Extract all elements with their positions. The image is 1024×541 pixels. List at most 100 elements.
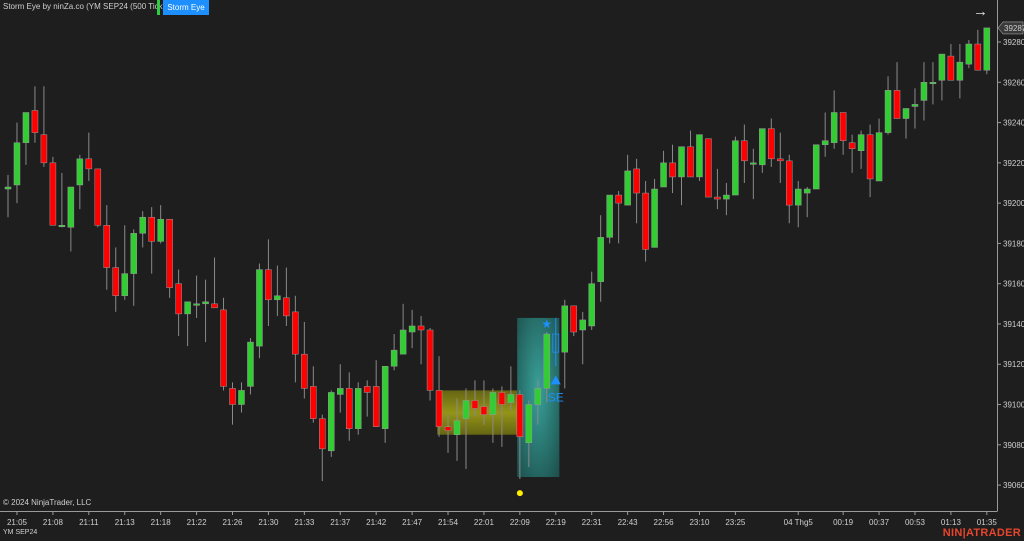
y-tick-label: 39280 xyxy=(1003,38,1024,47)
x-tick-label: 21:11 xyxy=(79,518,99,527)
x-tick-label: 00:37 xyxy=(869,518,890,527)
candle xyxy=(22,112,30,165)
candle-body xyxy=(85,158,93,170)
x-tick-label: 01:13 xyxy=(941,518,962,527)
candle-body xyxy=(606,194,613,238)
candle xyxy=(588,271,595,331)
candle-body xyxy=(498,392,506,405)
candle xyxy=(839,112,847,155)
candle-body xyxy=(238,390,245,405)
candle xyxy=(274,265,281,316)
candle-body xyxy=(148,216,155,242)
candle xyxy=(103,205,111,290)
candle xyxy=(687,130,694,178)
candle-body xyxy=(525,404,533,444)
candle xyxy=(579,311,586,365)
candle xyxy=(893,62,901,119)
candle xyxy=(67,186,75,252)
candle-body xyxy=(705,138,712,198)
candle-body xyxy=(193,303,200,306)
candle-body xyxy=(345,388,353,429)
candle xyxy=(875,118,883,182)
candle xyxy=(319,414,326,482)
candle xyxy=(561,299,569,389)
candle-body xyxy=(983,27,991,71)
candle-body xyxy=(507,394,515,403)
candle xyxy=(543,332,551,403)
candle xyxy=(507,366,515,411)
candle xyxy=(283,267,290,326)
candle xyxy=(848,134,856,173)
candle-body xyxy=(229,388,236,405)
candle-body xyxy=(444,426,452,431)
candle-body xyxy=(471,400,479,409)
candle-body xyxy=(76,158,84,186)
candle-body xyxy=(579,319,586,331)
candle xyxy=(705,138,712,198)
copyright-text: © 2024 NinjaTrader, LLC xyxy=(3,498,92,507)
candle-body xyxy=(929,82,937,85)
x-tick-label: 01:35 xyxy=(977,518,998,527)
candle-body xyxy=(58,225,66,228)
x-tick-label: 00:53 xyxy=(905,518,926,527)
candle-body xyxy=(678,146,685,178)
candle xyxy=(265,239,272,326)
candle xyxy=(920,62,928,121)
storm-eye-button[interactable]: Storm Eye xyxy=(163,0,209,15)
candle xyxy=(193,275,200,318)
arrow-right-icon[interactable]: → xyxy=(973,3,988,20)
candle-body xyxy=(696,134,703,178)
x-tick-label: 23:10 xyxy=(689,518,710,527)
candle xyxy=(372,360,380,427)
candle-body xyxy=(49,162,57,226)
candle-body xyxy=(669,162,676,178)
x-tick-label: 22:09 xyxy=(510,518,531,527)
candle xyxy=(166,218,173,298)
candle-body xyxy=(435,390,443,427)
candle-body xyxy=(830,112,838,143)
candle-body xyxy=(974,43,982,71)
candle xyxy=(525,400,533,467)
candle-body xyxy=(184,301,191,315)
candle xyxy=(354,382,362,435)
candle xyxy=(31,86,39,143)
y-tick-label: 39260 xyxy=(1003,78,1024,87)
x-tick-label: 21:26 xyxy=(222,518,243,527)
candle-body xyxy=(768,128,775,160)
x-tick-label: 21:54 xyxy=(438,518,459,527)
candle xyxy=(965,39,973,69)
candle xyxy=(983,27,991,75)
candle-body xyxy=(597,237,604,282)
candle-body xyxy=(381,366,389,429)
candle xyxy=(723,182,730,216)
candle-body xyxy=(4,186,12,190)
y-tick-label: 39080 xyxy=(1003,441,1024,450)
candle xyxy=(812,144,820,190)
ninjatrader-logo: NIN|ATRADER xyxy=(942,527,1021,539)
candle xyxy=(759,128,766,173)
candle xyxy=(615,191,622,244)
candle-body xyxy=(31,110,39,133)
candle xyxy=(247,338,254,395)
x-tick-label: 21:37 xyxy=(330,518,351,527)
candle xyxy=(911,88,919,129)
candle-body xyxy=(615,194,622,204)
y-tick-label: 39120 xyxy=(1003,360,1024,369)
candle xyxy=(40,86,48,167)
candle xyxy=(794,180,802,228)
y-tick-label: 39240 xyxy=(1003,119,1024,128)
candle xyxy=(85,132,93,181)
candle-body xyxy=(750,162,757,165)
candle xyxy=(606,194,613,244)
candle xyxy=(130,229,137,306)
candle xyxy=(337,364,344,413)
candle-body xyxy=(723,194,730,200)
candle xyxy=(444,414,452,453)
candle-body xyxy=(902,108,910,119)
candle xyxy=(777,132,784,183)
signal-label: SE xyxy=(548,390,564,404)
candle xyxy=(857,130,865,169)
candle xyxy=(471,380,479,417)
candle xyxy=(292,295,299,383)
